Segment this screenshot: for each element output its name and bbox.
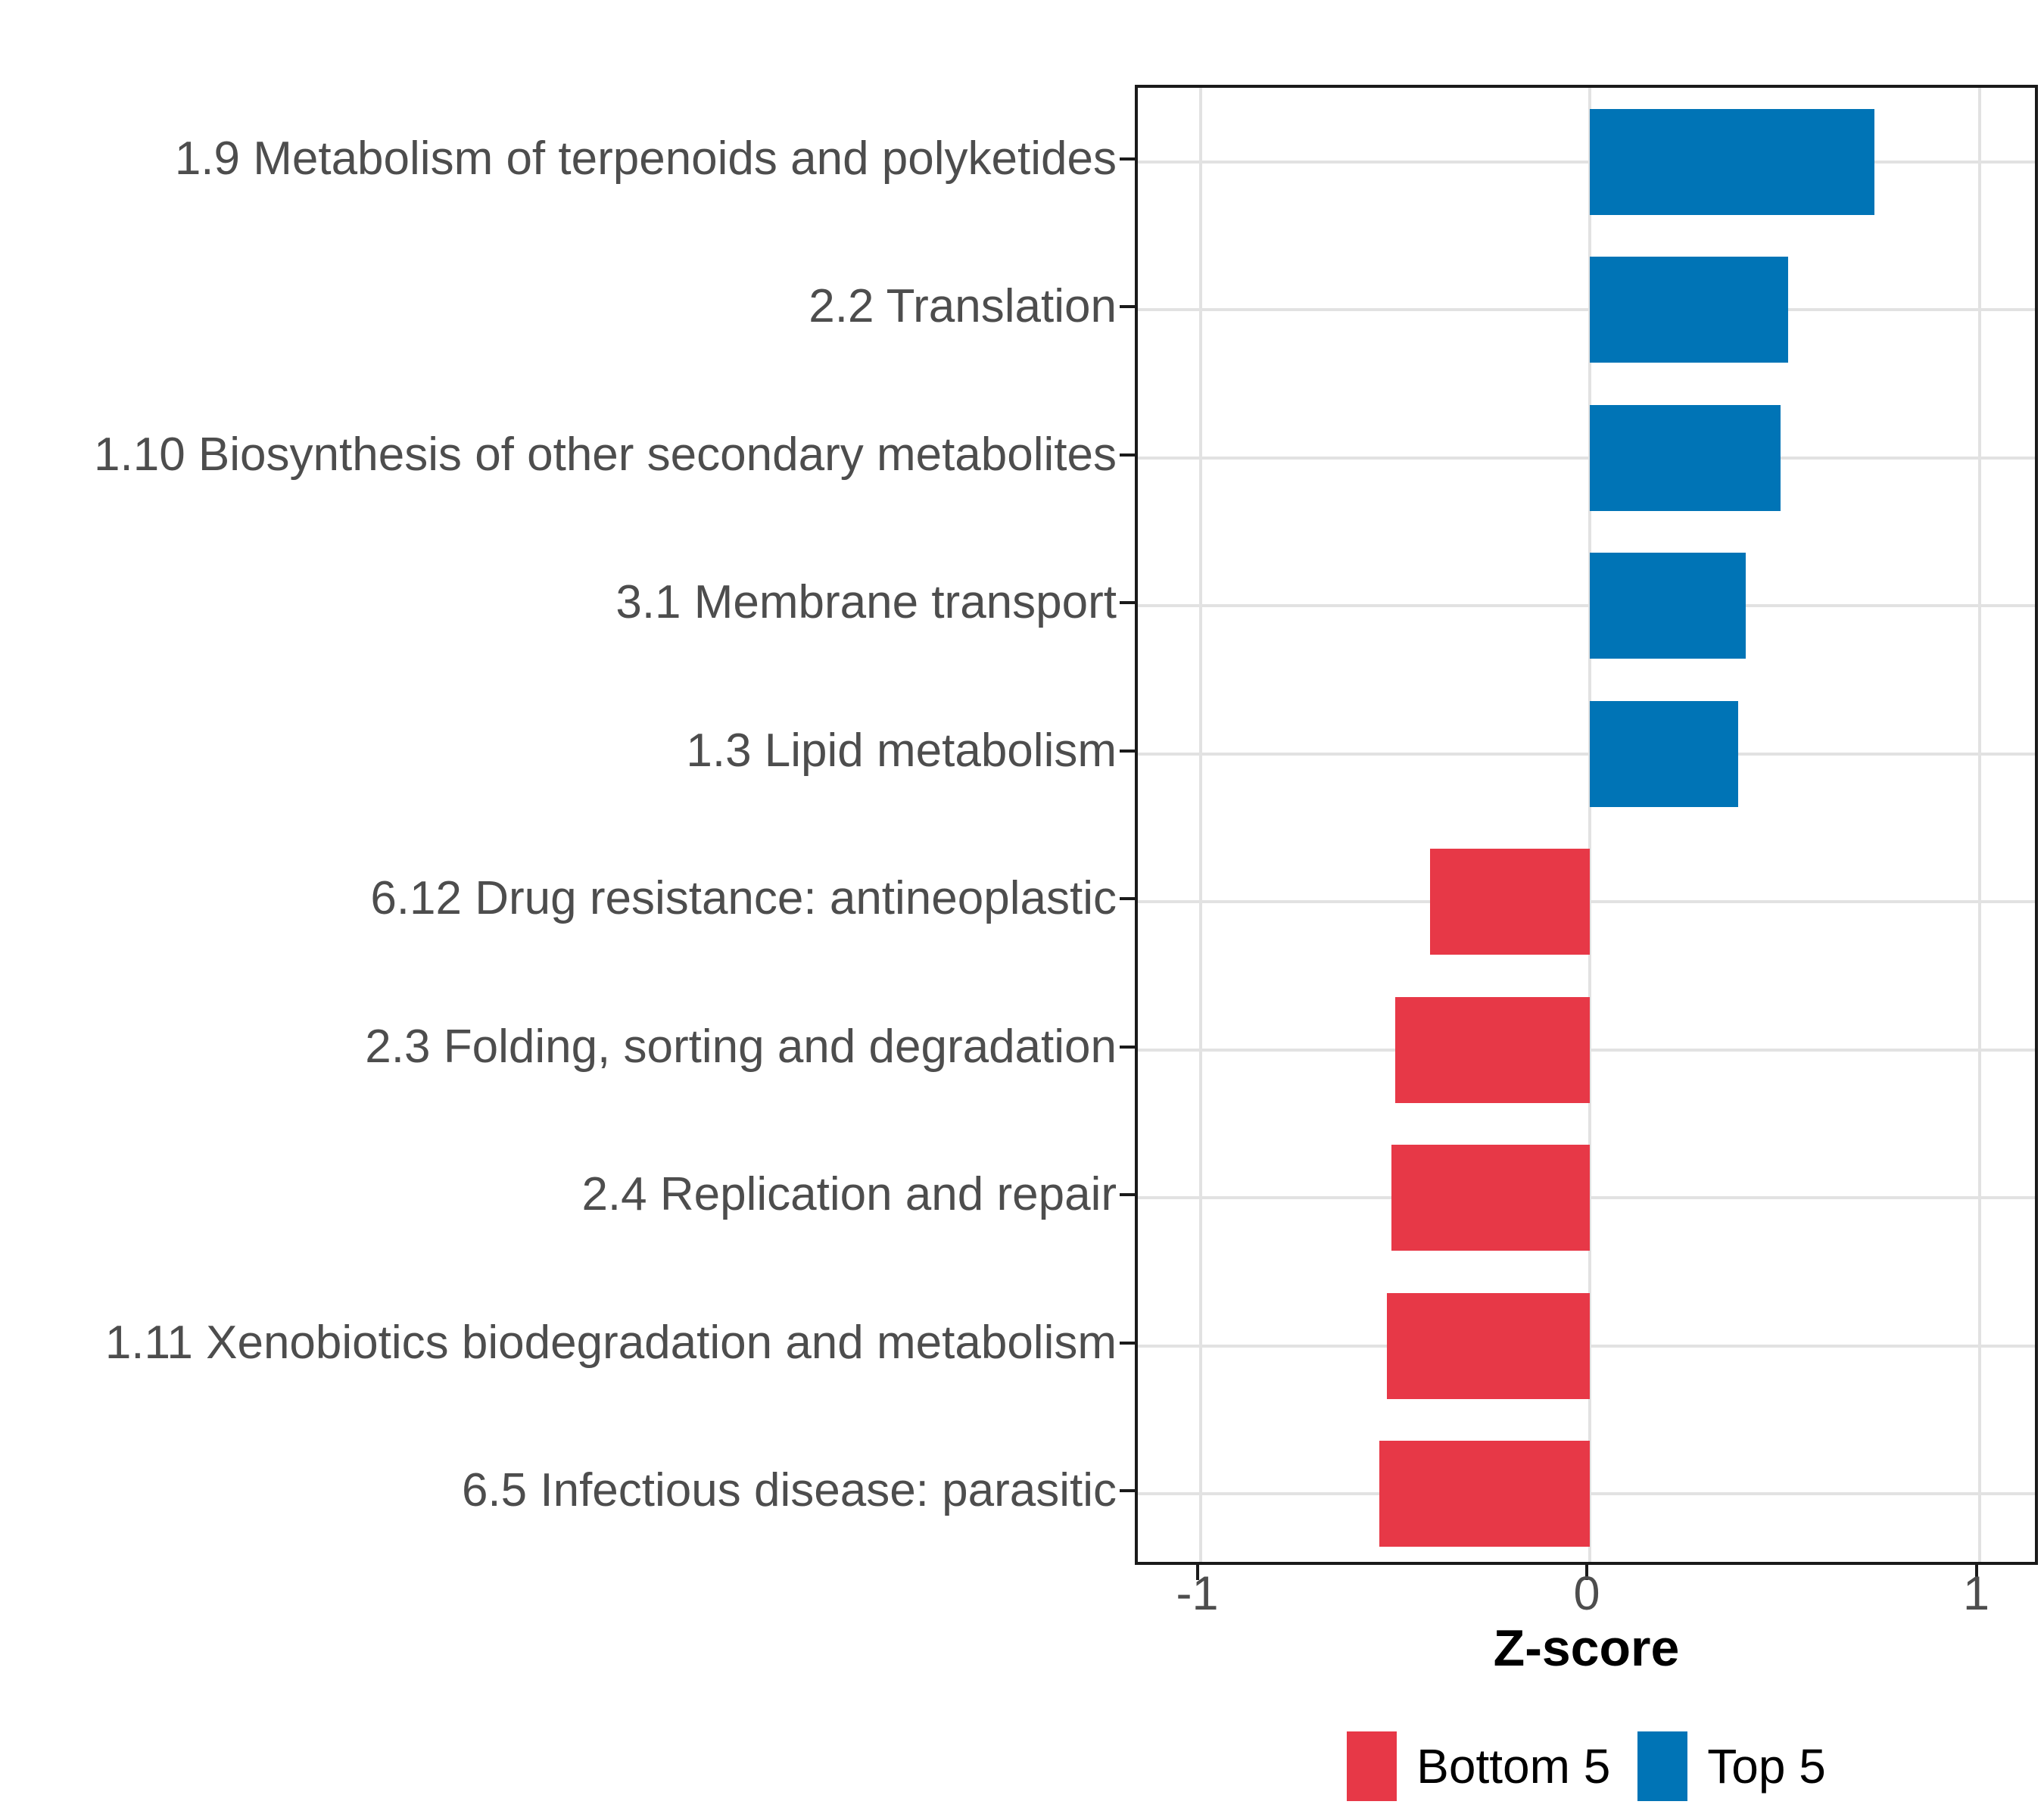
plot-panel (1135, 85, 2038, 1565)
gridline-x-0 (1588, 88, 1591, 1562)
y-axis-label-5: 6.12 Drug resistance: antineoplastic (370, 872, 1117, 925)
gridline-x--1 (1198, 88, 1202, 1562)
bar-top-1 (1590, 257, 1789, 363)
y-tick-9 (1120, 1489, 1135, 1493)
x-axis-title: Z-score (1493, 1619, 1680, 1677)
gridline-x-1 (1977, 88, 1981, 1562)
y-tick-2 (1120, 453, 1135, 457)
legend-item-label: Top 5 (1707, 1739, 1826, 1794)
y-axis-label-8: 1.11 Xenobiotics biodegradation and meta… (104, 1316, 1117, 1369)
bar-bottom-6 (1394, 996, 1590, 1103)
y-tick-4 (1120, 749, 1135, 753)
y-tick-8 (1120, 1341, 1135, 1345)
gridline-y-2 (1138, 456, 2035, 460)
x-tick-label-0: 0 (1573, 1567, 1600, 1620)
legend-item-label: Bottom 5 (1416, 1739, 1611, 1794)
y-tick-1 (1120, 305, 1135, 309)
x-tick-1 (1974, 1565, 1978, 1580)
y-axis-label-2: 1.10 Biosynthesis of other secondary met… (94, 428, 1117, 481)
legend-key-swatch (1637, 1731, 1688, 1801)
bar-bottom-9 (1379, 1441, 1590, 1547)
y-tick-7 (1120, 1193, 1135, 1197)
x-tick-label-1: 1 (1962, 1567, 1990, 1620)
bar-bottom-5 (1430, 849, 1590, 955)
y-axis-label-6: 2.3 Folding, sorting and degradation (365, 1020, 1117, 1073)
y-axis-label-3: 3.1 Membrane transport (615, 576, 1117, 629)
bar-top-0 (1590, 108, 1874, 215)
x-tick--1 (1195, 1565, 1199, 1580)
bar-bottom-7 (1391, 1145, 1590, 1251)
y-axis-label-1: 2.2 Translation (809, 280, 1117, 333)
y-axis-label-0: 1.9 Metabolism of terpenoids and polyket… (174, 132, 1117, 185)
bar-top-3 (1590, 553, 1746, 659)
gridline-y-4 (1138, 752, 2035, 756)
gridline-y-0 (1138, 160, 2035, 164)
legend-item-top-5: Top 5 (1637, 1731, 1826, 1801)
y-axis-label-4: 1.3 Lipid metabolism (686, 724, 1117, 777)
legend-item-bottom-5: Bottom 5 (1347, 1731, 1610, 1801)
y-tick-5 (1120, 897, 1135, 901)
y-tick-3 (1120, 601, 1135, 605)
bar-top-4 (1590, 700, 1738, 807)
y-tick-0 (1120, 157, 1135, 161)
y-tick-6 (1120, 1045, 1135, 1049)
gridline-y-1 (1138, 308, 2035, 312)
bar-bottom-8 (1387, 1292, 1590, 1399)
bar-top-2 (1590, 404, 1781, 511)
gridline-y-3 (1138, 604, 2035, 608)
x-tick-0 (1585, 1565, 1588, 1580)
x-tick-label--1: -1 (1176, 1567, 1219, 1620)
legend-key-swatch (1347, 1731, 1397, 1801)
legend: Bottom 5 Top 5 (1135, 1728, 2038, 1804)
y-axis-label-7: 2.4 Replication and repair (581, 1168, 1117, 1221)
y-axis-label-9: 6.5 Infectious disease: parasitic (461, 1464, 1117, 1517)
